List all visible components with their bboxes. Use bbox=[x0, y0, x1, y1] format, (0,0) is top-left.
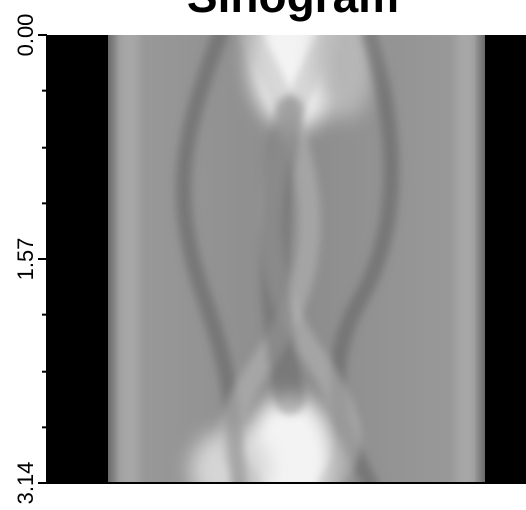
y-tick-label: 1.57 bbox=[13, 238, 38, 281]
chart-title: Sinogram bbox=[187, 0, 399, 22]
y-tick-label: 3.14 bbox=[13, 462, 38, 505]
chart: Sinogram 0.00 1.57 3.14 bbox=[0, 0, 526, 510]
y-tick-label: 0.00 bbox=[13, 14, 38, 57]
sinogram-image bbox=[108, 0, 485, 510]
